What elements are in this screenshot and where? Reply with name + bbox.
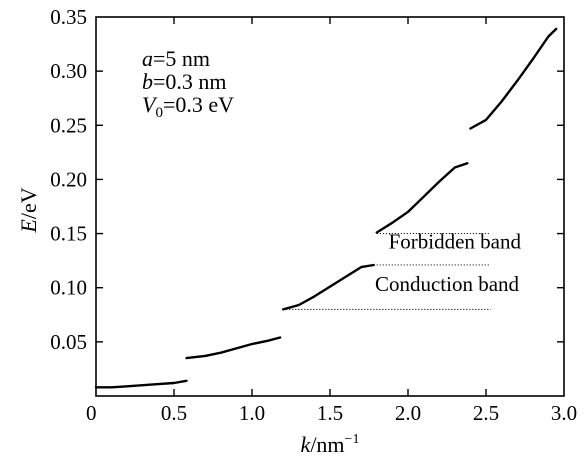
parameter-b-value: 0.3 nm [165, 69, 226, 94]
annotation-conduction-band: Conduction band [375, 272, 520, 296]
x-axis-unit: /nm [310, 432, 344, 457]
x-tick-label: 2.5 [473, 401, 499, 425]
parameter-v0-sub: 0 [155, 105, 163, 121]
y-axis-variable: E [16, 219, 41, 234]
x-tick-label: 0 [86, 401, 97, 425]
band-segment-3 [282, 263, 375, 311]
x-axis-variable: k [301, 432, 312, 457]
y-tick-label: 0.20 [50, 167, 87, 191]
parameter-v0-eq: = [163, 92, 175, 117]
annotations: Forbidden band Conduction band [375, 230, 522, 296]
x-axis-unit-exponent: −1 [345, 432, 360, 447]
x-tick-label: 0.5 [161, 401, 187, 425]
y-axis-label: E/eV [16, 187, 41, 233]
x-tick-label: 2.0 [395, 401, 421, 425]
band-segment-1 [94, 379, 188, 389]
parameter-a-var: a [142, 46, 153, 71]
x-tick-label: 3.0 [551, 401, 577, 425]
parameter-b: b=0.3 nm [142, 69, 227, 94]
parameter-v0-value: 0.3 eV [175, 92, 234, 117]
y-tick-label: 0.15 [50, 222, 87, 246]
parameter-v0-var: V [142, 92, 158, 117]
parameter-block: a=5 nm b=0.3 nm V0=0.3 eV [142, 46, 234, 121]
y-tick-label: 0.25 [50, 113, 87, 137]
parameter-a: a=5 nm [142, 46, 210, 71]
parameter-b-eq: = [153, 69, 165, 94]
band-segment-4 [375, 162, 469, 234]
y-tick-label: 0.30 [50, 59, 87, 83]
band-segment-5 [469, 27, 558, 130]
y-axis-unit: /eV [16, 187, 41, 219]
x-axis-ticks: 0 0.5 1.0 1.5 2.0 2.5 3.0 [86, 17, 577, 425]
parameter-b-var: b [142, 69, 153, 94]
y-tick-label: 0.05 [50, 330, 87, 354]
x-tick-label: 1.0 [239, 401, 265, 425]
x-axis-label: k/nm−1 [301, 432, 360, 457]
parameter-v0: V0=0.3 eV [142, 92, 234, 121]
parameter-a-eq: = [153, 46, 165, 71]
parameter-a-value: 5 nm [165, 46, 210, 71]
x-tick-label: 1.5 [317, 401, 343, 425]
annotation-forbidden-band: Forbidden band [389, 230, 522, 254]
y-tick-label: 0.10 [50, 276, 87, 300]
band-segment-2 [185, 336, 282, 360]
y-tick-label: 0.35 [50, 5, 87, 29]
y-axis-ticks: 0.05 0.10 0.15 0.20 0.25 0.30 0.35 [50, 5, 564, 354]
